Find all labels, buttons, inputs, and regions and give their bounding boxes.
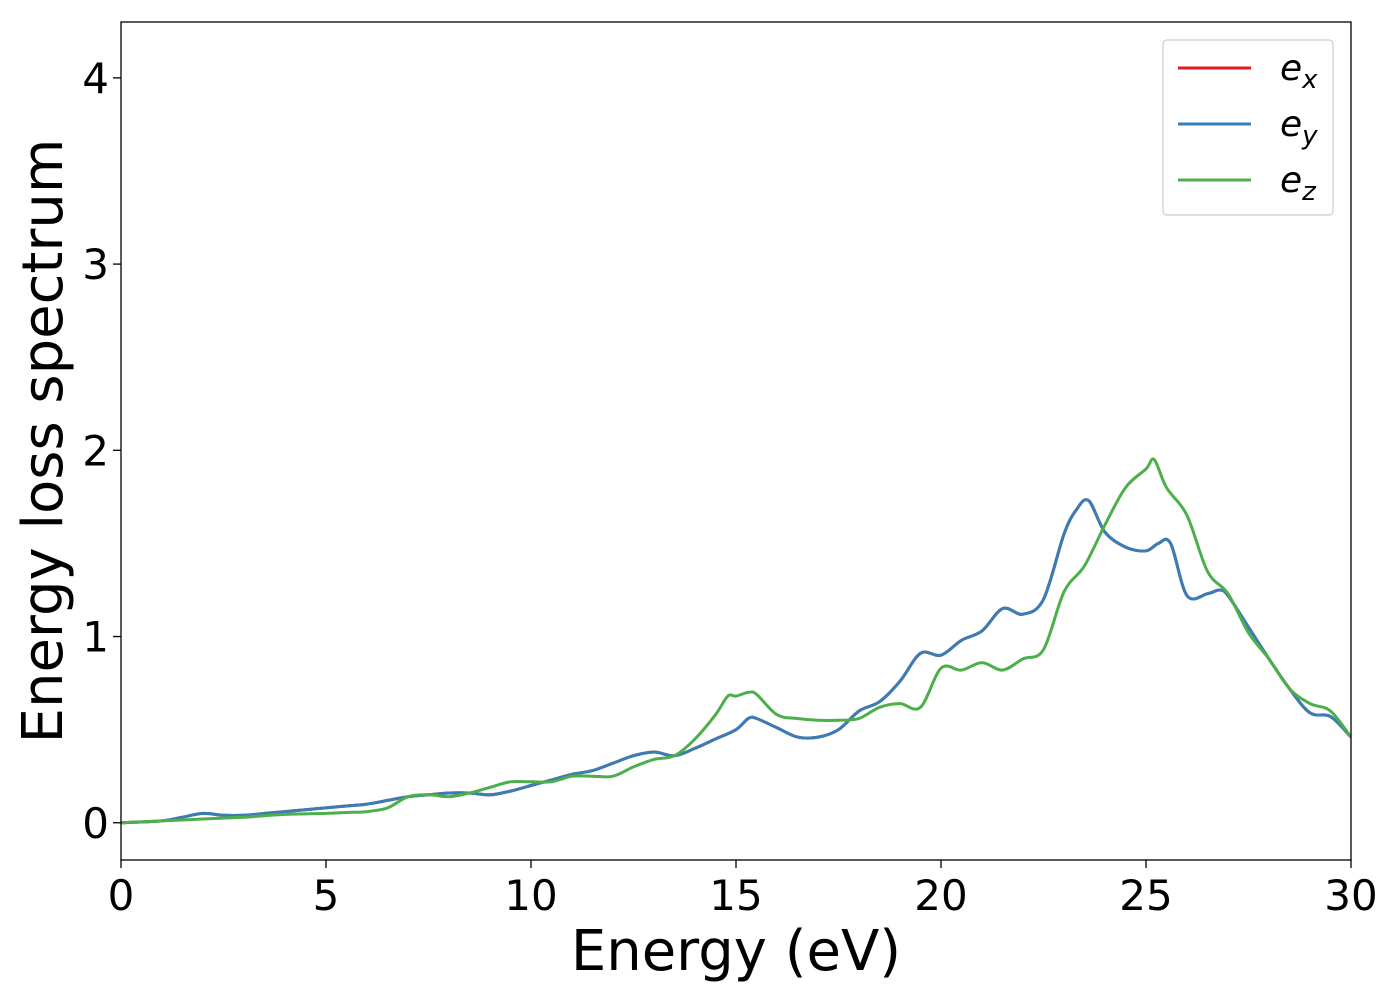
- x-tick-label: 20: [914, 871, 967, 920]
- x-axis-title: Energy (eV): [571, 919, 901, 984]
- x-tick-label: 10: [504, 871, 557, 920]
- x-tick-label: 15: [709, 871, 762, 920]
- y-tick-label: 3: [82, 240, 109, 289]
- legend: ex ey ez: [1162, 39, 1334, 216]
- x-tick-label: 25: [1119, 871, 1172, 920]
- y-tick-label: 0: [82, 799, 109, 848]
- x-axis-ticks: 0 5 10 15 20 25 30: [108, 860, 1378, 920]
- x-tick-label: 30: [1324, 871, 1377, 920]
- y-tick-label: 4: [82, 54, 109, 103]
- y-axis-ticks: 0 1 2 3 4: [82, 54, 121, 848]
- legend-label: ex: [1280, 48, 1318, 95]
- series-line-e_z: [121, 457, 1351, 825]
- legend-label: ez: [1280, 160, 1317, 207]
- y-axis-title: Energy loss spectrum: [11, 139, 76, 744]
- y-tick-label: 2: [82, 426, 109, 475]
- x-tick-label: 5: [313, 871, 340, 920]
- x-tick-label: 0: [108, 871, 135, 920]
- series-layer: [121, 457, 1351, 825]
- series-line-e_y: [121, 498, 1351, 825]
- legend-label: ey: [1280, 104, 1318, 151]
- y-tick-label: 1: [82, 613, 109, 662]
- legend-box: [1162, 39, 1334, 216]
